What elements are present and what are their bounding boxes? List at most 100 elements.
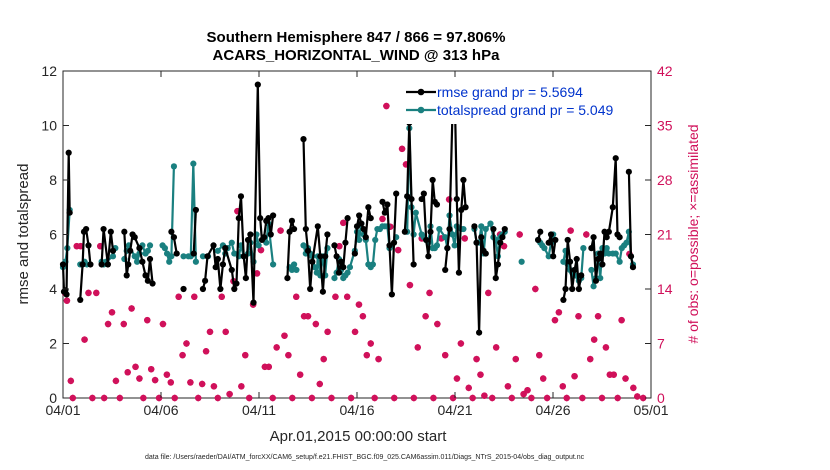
rmse-point [331, 242, 338, 249]
rmse-point [588, 245, 595, 252]
rmse-point [471, 223, 478, 230]
rmse-point [199, 285, 207, 293]
rmse-point [265, 215, 272, 222]
y-tick-label: 2 [49, 336, 57, 352]
obs-assimilated-marker [379, 215, 386, 223]
totalspread-point [433, 242, 441, 249]
obs-assimilated-marker [567, 227, 574, 234]
rmse-point [59, 261, 67, 268]
rmse-point [123, 272, 130, 279]
rmse-point [212, 264, 219, 271]
obs-assimilated-marker [159, 320, 167, 328]
obs-assimilated-marker [630, 384, 637, 392]
y-tick-label: 12 [41, 63, 57, 79]
obs-assimilated-marker [202, 348, 210, 355]
obs-assimilated-marker [89, 394, 96, 402]
obs-assimilated-marker [296, 371, 304, 378]
rmse-point [494, 261, 502, 268]
obs-assimilated-marker [316, 380, 323, 388]
legend: rmse grand pr = 5.5694 totalspread grand… [398, 80, 648, 124]
rmse-point [284, 275, 291, 282]
y2-tick-label: 14 [657, 281, 673, 297]
obs-assimilated-marker [532, 285, 539, 293]
rmse-point [149, 280, 156, 287]
obs-assimilated-marker [559, 383, 566, 390]
rmse-point [408, 195, 415, 203]
rmse-point [476, 329, 483, 336]
totalspread-point [449, 231, 456, 238]
obs-assimilated-marker [281, 332, 288, 339]
rmse-point [362, 234, 369, 241]
totalspread-point [109, 253, 117, 260]
y-tick-label: 6 [49, 227, 57, 243]
rmse-point [136, 245, 143, 252]
x-axis-label: Apr.01,2015 00:00:00 start [270, 428, 448, 445]
totalspread-point [369, 261, 376, 268]
rmse-point [300, 136, 307, 143]
rmse-point [66, 209, 73, 216]
y-tick-label: 8 [49, 172, 57, 188]
rmse-point [240, 253, 247, 260]
obs-assimilated-marker [112, 377, 120, 385]
rmse-point [425, 253, 432, 260]
obs-assimilated-marker [445, 196, 453, 203]
obs-assimilated-marker [93, 289, 100, 297]
obs-assimilated-marker [136, 375, 143, 382]
totalspread-point [331, 275, 338, 282]
obs-assimilated-marker [555, 309, 563, 316]
rmse-point [125, 261, 132, 268]
rmse-point [317, 253, 324, 260]
obs-assimilated-marker [449, 394, 457, 402]
obs-assimilated-marker [320, 355, 327, 363]
totalspread-point [293, 266, 300, 274]
rmse-point [552, 236, 559, 244]
obs-assimilated-marker [614, 394, 621, 402]
obs-assimilated-marker [69, 394, 76, 402]
y-tick-label: 4 [49, 281, 57, 297]
rmse-point [423, 236, 430, 244]
y2-tick-label: 21 [657, 227, 673, 243]
obs-assimilated-marker [406, 281, 414, 289]
obs-assimilated-marker [155, 394, 163, 402]
rmse-point [254, 81, 261, 88]
legend-rmse-marker [417, 88, 425, 96]
rmse-point [381, 209, 388, 216]
rmse-line [420, 178, 438, 258]
obs-assimilated-marker [351, 328, 359, 336]
totalspread-point [616, 258, 623, 265]
obs-assimilated-marker [234, 207, 241, 215]
rmse-point [497, 239, 504, 246]
obs-assimilated-marker [67, 377, 75, 385]
y-axis-label: rmse and totalspread [15, 164, 32, 305]
obs-assimilated-marker [489, 394, 496, 402]
obs-assimilated-marker [485, 289, 492, 297]
rmse-point [100, 225, 107, 233]
rmse-point [499, 234, 506, 241]
obs-assimilated-marker [375, 355, 382, 363]
rmse-point [569, 285, 576, 293]
legend-spread-marker [417, 106, 425, 114]
rmse-point [338, 258, 345, 265]
totalspread-point [412, 209, 419, 216]
rmse-point [244, 236, 252, 244]
totalspread-point [290, 261, 298, 268]
rmse-point [490, 225, 497, 233]
rmse-point [367, 215, 374, 222]
obs-assimilated-marker [587, 355, 594, 363]
x-tick-label: 04/11 [242, 402, 276, 418]
obs-assimilated-marker [442, 351, 449, 359]
obs-assimilated-marker [269, 394, 276, 402]
totalspread-point [372, 236, 379, 244]
rmse-point [478, 234, 485, 241]
obs-assimilated-marker [206, 328, 214, 336]
rmse-point [564, 236, 571, 244]
rmse-point [401, 228, 408, 235]
rmse-point [319, 288, 326, 295]
rmse-point [85, 242, 92, 249]
rmse-point [386, 242, 393, 249]
obs-assimilated-marker [246, 394, 253, 402]
obs-assimilated-marker [132, 363, 139, 371]
obs-assimilated-marker [618, 316, 625, 324]
rmse-point [547, 231, 555, 238]
obs-assimilated-marker [410, 394, 418, 402]
